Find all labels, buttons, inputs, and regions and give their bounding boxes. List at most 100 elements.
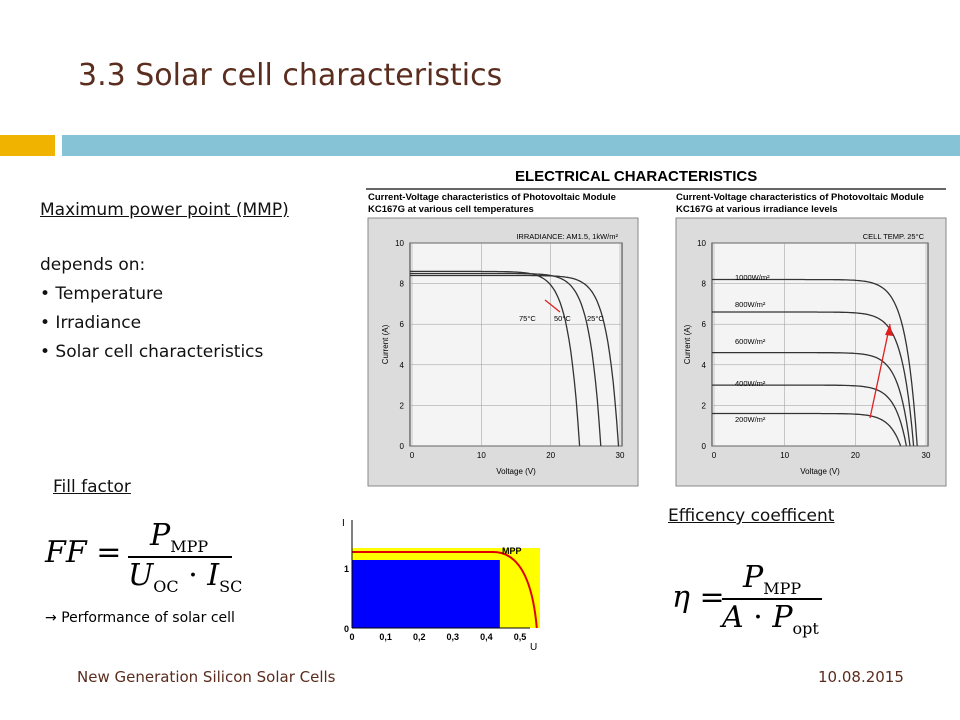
formula-text: I [207,558,220,593]
fraction-bar [128,556,232,558]
formula-text: = [699,580,725,615]
eff-den: A · Popt [722,600,819,638]
slide-title: 3.3 Solar cell characteristics [78,58,503,93]
y-axis-label: Current (A) [683,324,692,364]
mpp-heading: Maximum power point (MMP) [40,200,289,220]
x-tick-label: 0,3 [447,632,460,642]
y-tick-label: 10 [395,239,404,248]
curve-label: 400W/m² [735,379,766,388]
iv-curve [712,278,918,447]
x-axis-label: U [530,642,537,653]
formula-text: OC [153,577,179,596]
y-tick-label: 0 [400,442,405,451]
iv-curve [410,274,620,447]
mpp-figure: I U MPP 1 00 0,1 0,2 0,3 0,4 0,5 [342,518,540,653]
figure-title: ELECTRICAL CHARACTERISTICS [515,168,757,185]
formula-text: A [722,600,744,635]
x-tick-label: 0 [712,451,717,460]
x-tick-label: 0,1 [379,632,392,642]
x-tick-label: 10 [477,451,486,460]
chart-title: KC167G at various irradiance levels [676,204,838,215]
formula-text: P [772,600,793,635]
ff-heading: Fill factor [53,477,131,497]
chart-title: Current-Voltage characteristics of Photo… [676,192,924,203]
x-tick-label: 20 [851,451,860,460]
mpp-item: • Solar cell characteristics [40,342,264,362]
formula-text: opt [792,619,819,638]
y-tick-label: 6 [702,320,707,329]
y-tick-label: 8 [702,280,707,289]
ff-den: UOC · ISC [128,558,242,596]
x-tick-label: 0 [349,632,354,642]
x-tick-label: 30 [922,451,931,460]
fraction-bar [722,598,822,600]
mpp-intro: depends on: [40,255,146,275]
x-tick-label: 20 [546,451,555,460]
ff-note: → Performance of solar cell [45,610,235,626]
y-tick-label: 4 [702,361,707,370]
y-axis-label: I [342,518,345,529]
formula-text: SC [219,577,243,596]
mpp-item: • Irradiance [40,313,142,333]
formula-text: = [96,535,122,570]
y-tick-label: 2 [400,401,405,410]
condition: IRRADIANCE: AM1.5, 1kW/m² [516,232,618,241]
curve-label: 600W/m² [735,337,766,346]
x-tick-label: 30 [616,451,625,460]
mpp-label: MPP [502,546,522,556]
formula-text: · [188,558,198,593]
formula-text: FF [45,535,87,570]
curve-label: 25°C [587,314,604,323]
iv-curve [712,351,911,447]
iv-curve [410,270,581,447]
y-tick-label: 0 [702,442,707,451]
iv-curve [712,384,908,447]
x-tick-label: 0,5 [514,632,527,642]
formula-text: MPP [763,579,802,598]
y-tick-label: 8 [400,280,405,289]
x-tick-label: 10 [780,451,789,460]
curve-label: 800W/m² [735,300,766,309]
iv-curve [352,551,538,629]
y-tick-label: 6 [400,320,405,329]
formula-text: MPP [170,537,209,556]
arrowhead [885,324,893,336]
formula-text: U [128,558,154,593]
mpp-item: • Temperature [40,284,164,304]
note: Performance of solar cell [61,610,235,626]
curve-label: 75°C [519,314,536,323]
formula-text: · [753,600,763,635]
x-tick-label: 0,2 [413,632,426,642]
header-bar [62,135,960,156]
y-axis-label: Current (A) [381,324,390,364]
eff-num: PMPP [743,560,801,598]
x-axis-label: Voltage (V) [800,467,840,476]
curve-label: 200W/m² [735,415,766,424]
y-tick-label: 10 [697,239,706,248]
footer-right: 10.08.2015 [818,668,904,686]
y-tick-label: 0 [344,624,349,634]
formula-text: η [672,580,690,615]
eff-heading: Efficency coefficent [668,506,835,526]
plot-area [409,242,623,447]
y-tick-label: 1 [344,564,349,574]
chart-title: Current-Voltage characteristics of Photo… [368,192,616,203]
y-tick-label: 4 [400,361,405,370]
accent-bar [0,135,55,156]
blue-area [352,560,500,628]
formula-text: P [150,518,171,553]
electrical-figure: ELECTRICAL CHARACTERISTICS Current-Volta… [362,160,950,492]
chart-title: KC167G at various cell temperatures [368,204,534,215]
iv-curve [410,272,602,447]
arrow [544,299,561,313]
arrow [869,323,891,419]
plot-area [711,242,929,447]
arrow: → [45,610,57,626]
x-tick-label: 0,4 [480,632,493,642]
condition: CELL TEMP. 25°C [863,232,925,241]
iv-curve [712,412,902,447]
curve-label: 50°C [554,314,571,323]
footer-left: New Generation Silicon Solar Cells [77,668,336,686]
eff-lhs: η = [672,580,725,615]
